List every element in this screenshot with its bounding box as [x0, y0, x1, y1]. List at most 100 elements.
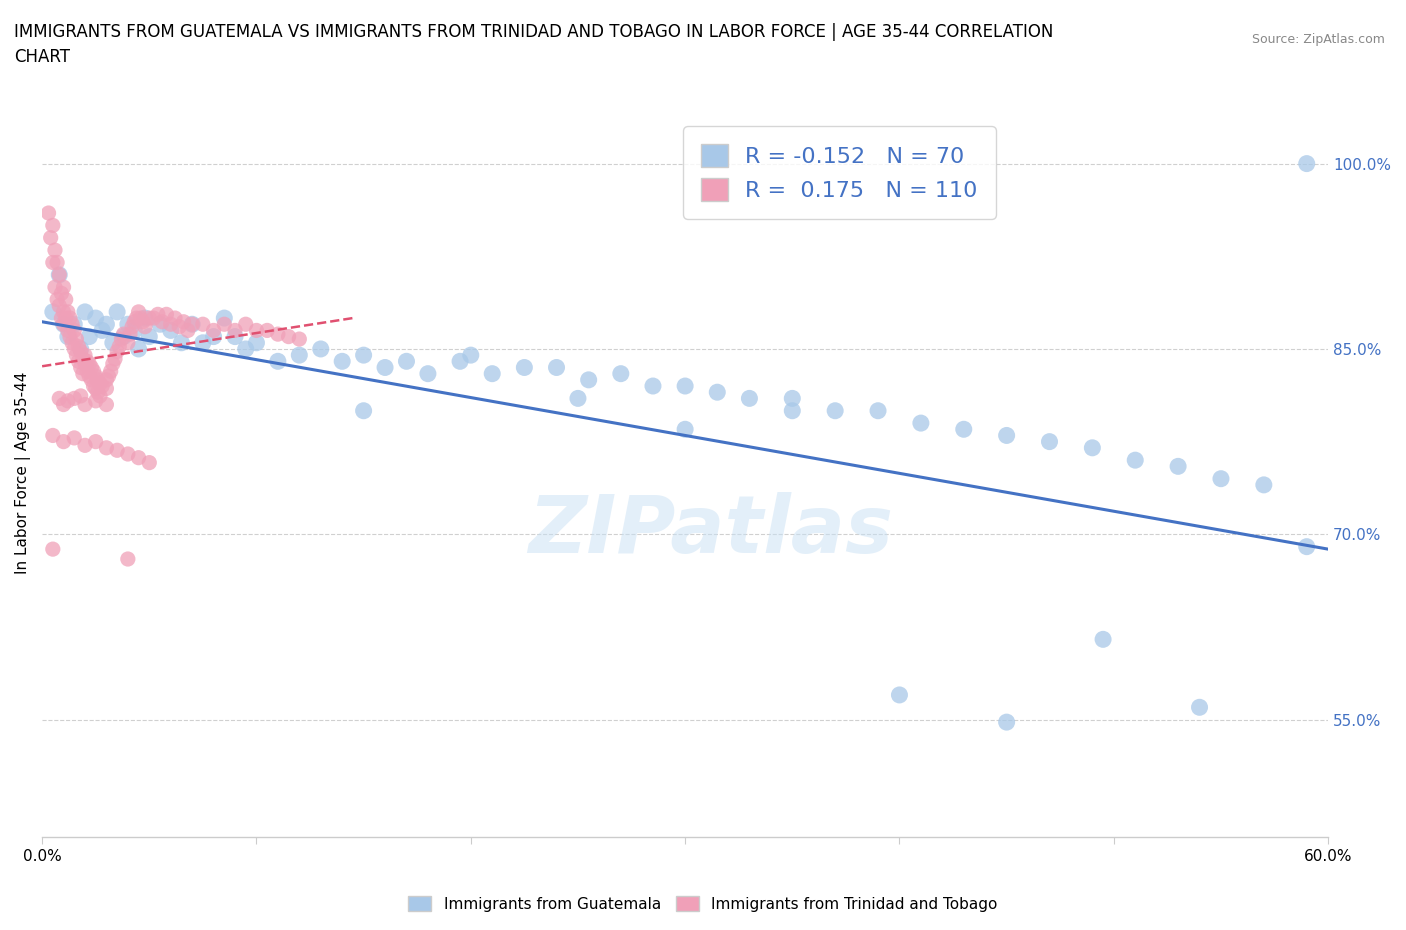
Point [63, 431, 86, 445]
Point [56, 323, 79, 338]
Point [134, 319, 156, 334]
Point [1123, 453, 1146, 468]
Point [245, 323, 267, 338]
Point [159, 323, 181, 338]
Point [118, 326, 141, 341]
Point [1295, 156, 1317, 171]
Point [96, 381, 118, 396]
Point [77, 356, 100, 371]
Point [132, 314, 155, 329]
Point [84, 393, 107, 408]
Point [52, 317, 75, 332]
Point [42, 541, 65, 556]
Point [59, 311, 82, 325]
Point [46, 255, 69, 270]
Point [1092, 631, 1115, 646]
Point [52, 397, 75, 412]
Point [105, 443, 128, 458]
Point [910, 416, 932, 431]
Point [288, 332, 311, 347]
Point [105, 344, 128, 359]
Point [142, 311, 165, 325]
Point [1038, 434, 1060, 449]
Point [146, 307, 169, 322]
Point [52, 304, 75, 319]
Point [42, 255, 65, 270]
Point [1188, 700, 1211, 715]
Point [134, 311, 156, 325]
Point [65, 332, 87, 347]
Point [117, 317, 139, 332]
Point [117, 336, 139, 351]
Point [96, 317, 118, 332]
Point [80, 372, 103, 387]
Point [72, 352, 94, 366]
Point [67, 339, 90, 354]
Point [56, 393, 79, 408]
Point [159, 317, 181, 332]
Legend: Immigrants from Guatemala, Immigrants from Trinidad and Tobago: Immigrants from Guatemala, Immigrants fr… [402, 889, 1004, 918]
Point [256, 323, 278, 338]
Point [96, 397, 118, 412]
Point [44, 243, 66, 258]
Point [641, 379, 664, 393]
Point [48, 268, 70, 283]
Point [129, 311, 152, 325]
Point [69, 344, 91, 359]
Point [124, 314, 146, 329]
Point [51, 286, 73, 300]
Point [224, 323, 246, 338]
Point [738, 391, 761, 405]
Point [91, 323, 114, 338]
Point [89, 376, 111, 391]
Point [104, 352, 127, 366]
Point [866, 404, 889, 418]
Point [202, 329, 225, 344]
Point [96, 441, 118, 456]
Point [353, 348, 375, 363]
Point [63, 341, 86, 356]
Point [117, 551, 139, 566]
Point [169, 319, 191, 334]
Point [267, 354, 290, 369]
Point [214, 311, 236, 325]
Point [73, 438, 96, 453]
Point [69, 360, 91, 375]
Point [48, 268, 70, 283]
Point [1253, 477, 1275, 492]
Point [72, 366, 94, 381]
Point [128, 341, 150, 356]
Point [1081, 441, 1104, 456]
Point [60, 317, 83, 332]
Point [73, 348, 96, 363]
Point [73, 304, 96, 319]
Point [56, 304, 79, 319]
Point [578, 372, 600, 387]
Point [46, 292, 69, 307]
Point [395, 354, 418, 369]
Point [80, 360, 103, 375]
Point [138, 329, 160, 344]
Point [87, 385, 110, 400]
Point [83, 364, 105, 379]
Point [138, 455, 160, 470]
Point [449, 354, 471, 369]
Point [125, 311, 148, 325]
Point [181, 317, 204, 332]
Point [112, 329, 135, 344]
Point [76, 354, 98, 369]
Point [191, 336, 214, 351]
Point [235, 317, 257, 332]
Point [38, 206, 60, 220]
Point [63, 391, 86, 405]
Point [69, 341, 91, 356]
Text: IMMIGRANTS FROM GUATEMALA VS IMMIGRANTS FROM TRINIDAD AND TOBAGO IN LABOR FORCE : IMMIGRANTS FROM GUATEMALA VS IMMIGRANTS … [14, 23, 1053, 66]
Point [101, 356, 124, 371]
Point [87, 372, 110, 387]
Point [673, 379, 696, 393]
Point [55, 292, 77, 307]
Point [91, 379, 114, 393]
Point [416, 366, 439, 381]
Point [330, 354, 353, 369]
Point [52, 317, 75, 332]
